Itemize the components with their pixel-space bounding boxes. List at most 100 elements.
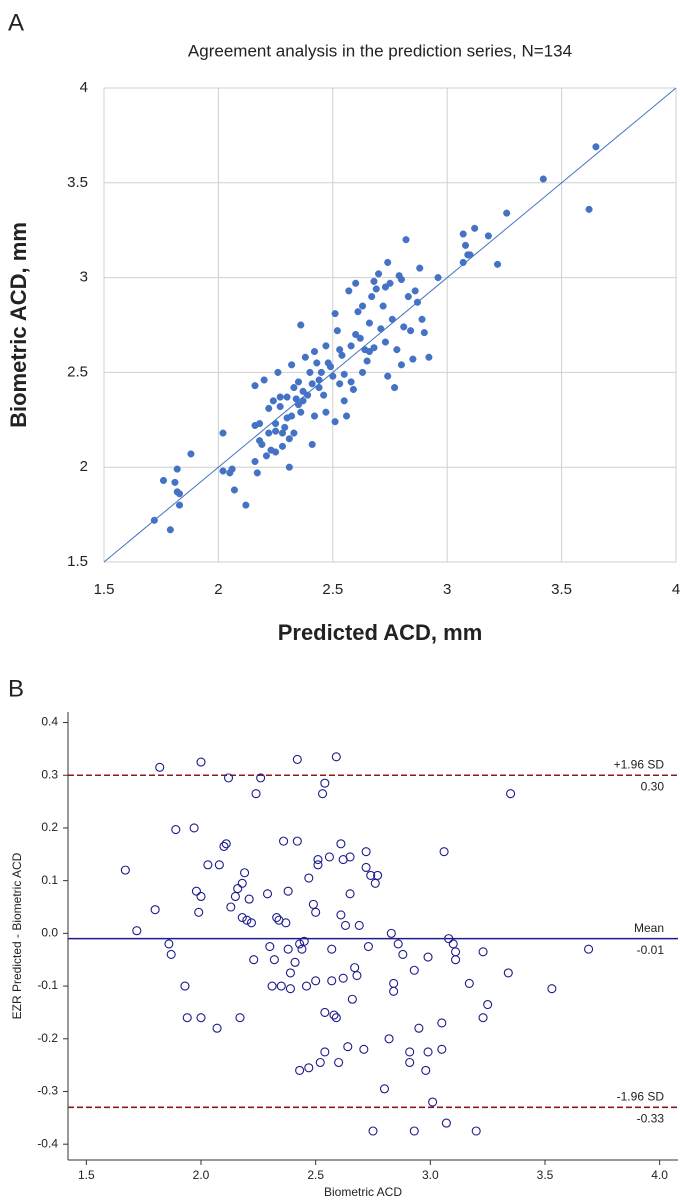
point — [283, 944, 293, 954]
point — [423, 952, 433, 962]
point — [347, 378, 355, 386]
y-tick-label: 0.2 — [41, 820, 58, 834]
point — [276, 402, 284, 411]
x-tick-label: 3 — [443, 581, 451, 598]
point — [315, 1057, 325, 1068]
point — [381, 338, 389, 346]
y-tick-label: -0.2 — [37, 1031, 58, 1045]
point — [159, 476, 168, 485]
point — [361, 862, 371, 873]
y-tick-label: 3.5 — [67, 174, 88, 191]
point — [493, 260, 502, 268]
point — [279, 836, 289, 846]
y-tick-label: 0.3 — [41, 767, 58, 781]
point — [288, 361, 296, 369]
point — [240, 868, 250, 878]
point — [320, 391, 328, 399]
point — [345, 287, 353, 295]
point — [345, 889, 355, 899]
point — [379, 302, 387, 310]
point — [404, 293, 412, 301]
point — [592, 143, 600, 151]
point — [297, 321, 305, 329]
point — [352, 970, 362, 981]
point — [375, 270, 383, 278]
y-axis-label: Biometric ACD, mm — [6, 222, 31, 428]
point — [365, 319, 373, 327]
point — [292, 836, 302, 846]
point — [308, 380, 316, 388]
point — [244, 894, 254, 904]
point — [230, 891, 240, 902]
point — [503, 209, 511, 217]
point — [336, 380, 344, 388]
point — [304, 873, 314, 883]
point — [368, 293, 376, 301]
point — [265, 941, 275, 952]
y-tick-label: -0.4 — [37, 1136, 58, 1150]
y-tick-label: 0.0 — [41, 926, 58, 940]
point — [320, 1047, 330, 1057]
point — [262, 452, 270, 460]
x-tick-label: 3.5 — [551, 581, 572, 598]
point — [397, 361, 405, 369]
point — [347, 342, 355, 350]
point — [132, 926, 142, 936]
point — [352, 279, 360, 287]
point — [203, 860, 213, 870]
point — [175, 501, 184, 509]
point — [150, 516, 158, 524]
point — [194, 907, 204, 917]
point — [354, 920, 364, 931]
point — [276, 393, 284, 401]
point — [304, 1063, 314, 1073]
reference-label: +1.96 SD — [614, 757, 665, 771]
chart-title: Agreement analysis in the prediction ser… — [188, 41, 572, 60]
point — [249, 955, 259, 965]
point — [368, 1126, 378, 1136]
point — [120, 865, 130, 875]
point — [384, 372, 392, 380]
point — [350, 963, 360, 973]
point — [180, 981, 190, 991]
point — [219, 467, 227, 475]
point — [237, 878, 247, 888]
point — [391, 384, 399, 392]
point — [340, 370, 348, 378]
point — [173, 465, 181, 473]
point — [393, 346, 401, 354]
point — [437, 1018, 447, 1028]
x-tick-label: 3.0 — [422, 1168, 439, 1182]
point — [377, 325, 385, 333]
point — [370, 878, 380, 888]
point — [451, 947, 461, 957]
point — [299, 387, 307, 395]
point — [310, 412, 319, 420]
x-tick-label: 2.5 — [322, 581, 343, 598]
point — [294, 401, 303, 409]
point — [164, 939, 174, 949]
point — [301, 353, 309, 361]
point — [230, 486, 238, 494]
point — [315, 376, 323, 384]
point — [310, 347, 319, 356]
point — [358, 368, 367, 376]
point — [405, 1057, 415, 1068]
point — [397, 275, 405, 284]
point — [226, 902, 236, 912]
point — [471, 1126, 481, 1136]
point — [363, 941, 373, 952]
point — [439, 847, 449, 857]
point — [363, 357, 371, 365]
point — [285, 968, 295, 978]
point — [274, 368, 282, 376]
reference-label: -1.96 SD — [617, 1089, 665, 1103]
point — [331, 310, 339, 318]
point — [359, 1044, 369, 1054]
point — [253, 469, 261, 477]
point — [411, 287, 419, 295]
point — [290, 957, 300, 967]
point — [345, 852, 355, 862]
point — [189, 823, 199, 833]
point — [246, 918, 257, 928]
